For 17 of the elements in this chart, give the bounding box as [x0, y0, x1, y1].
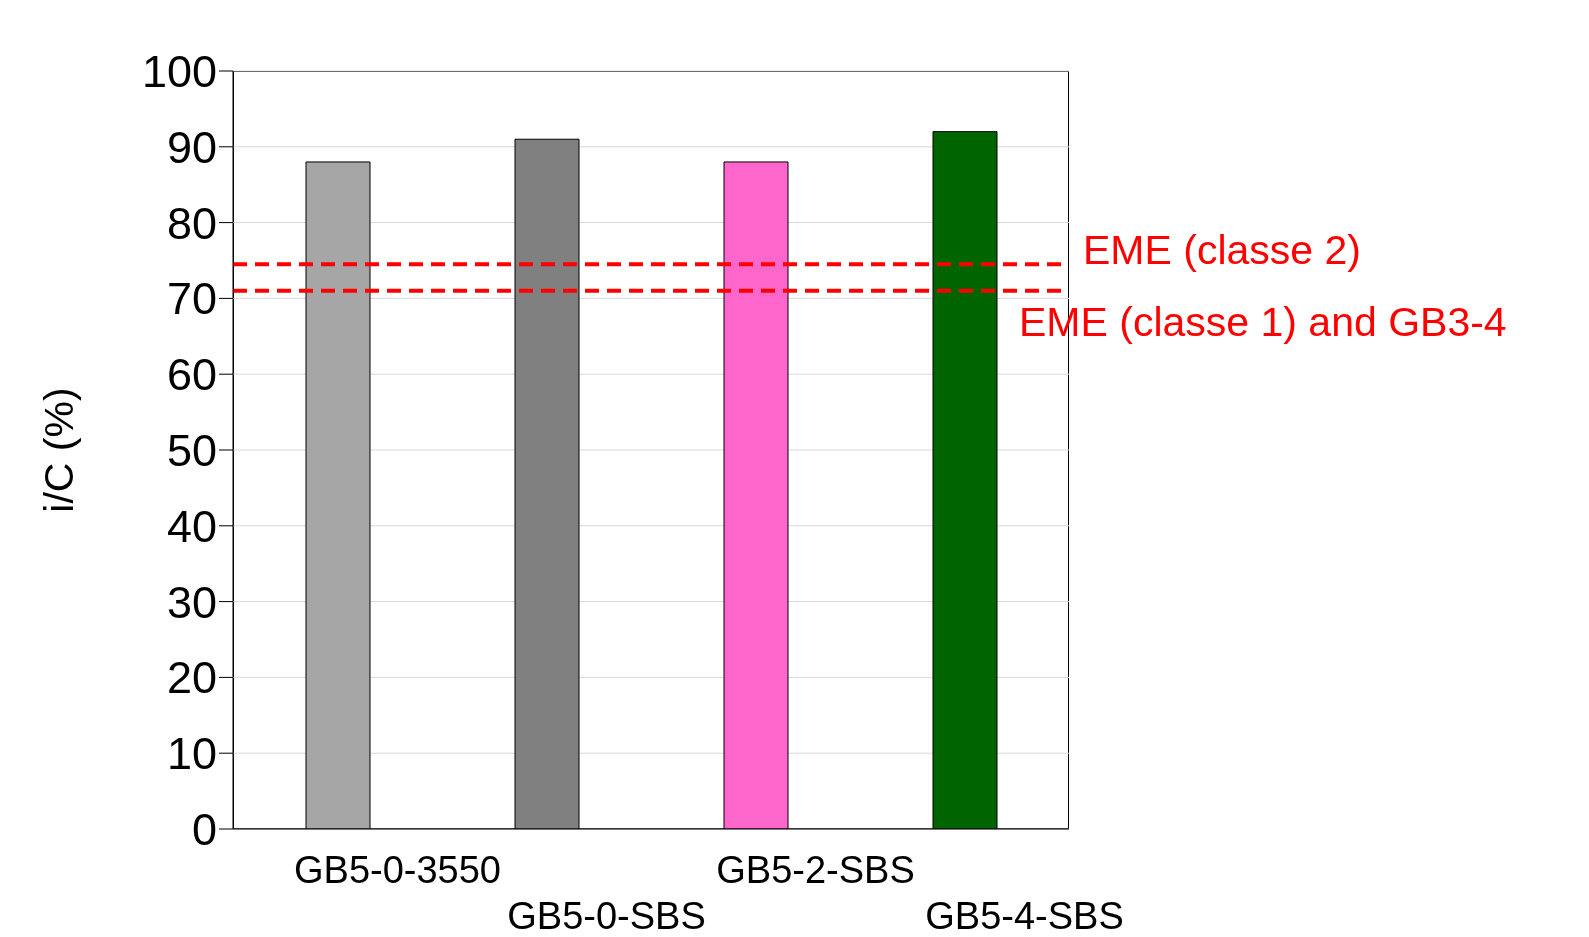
y-axis-title: i/C (%): [35, 387, 82, 513]
y-tick-label: 80: [166, 197, 217, 249]
y-tick-label: 30: [166, 576, 217, 628]
y-tick-label: 0: [191, 803, 217, 855]
x-tick-label: GB5-0-3550: [293, 849, 502, 891]
y-tick-label: 60: [166, 349, 217, 401]
ref-line-label: EME (classe 2): [1083, 227, 1361, 274]
x-tick-label: GB5-4-SBS: [925, 895, 1124, 937]
y-tick-label: 40: [166, 500, 217, 552]
y-tick-label: 10: [166, 728, 217, 780]
y-tick-label: 50: [166, 424, 217, 476]
y-tick-label: 20: [166, 652, 217, 704]
y-tick-label: 100: [141, 45, 217, 97]
x-tick-label: GB5-0-SBS: [507, 895, 706, 937]
y-tick-label: 90: [166, 121, 217, 173]
x-tick-label: GB5-2-SBS: [716, 849, 915, 891]
y-tick-label: 70: [166, 273, 217, 325]
